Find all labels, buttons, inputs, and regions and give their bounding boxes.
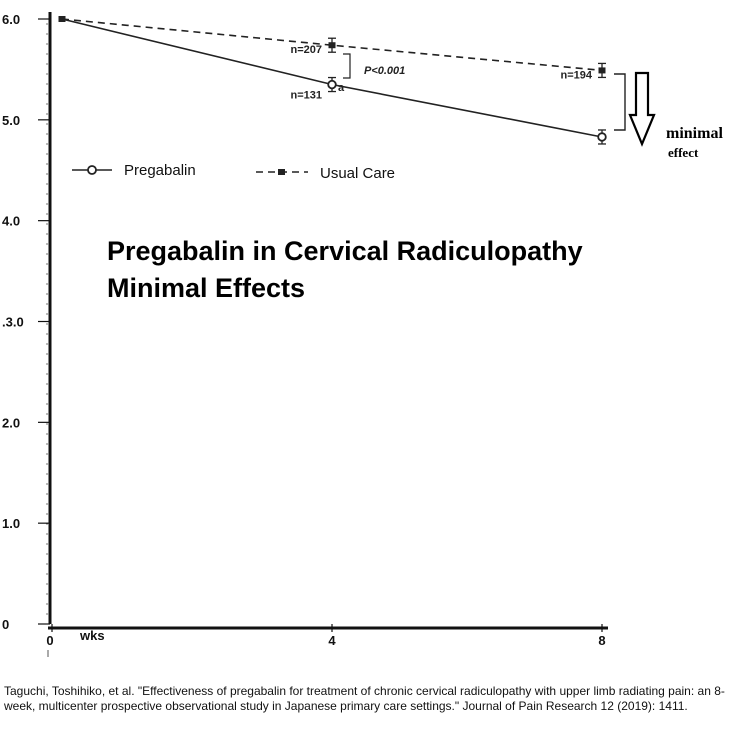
x-axis-tick-labels: 0 4 8 <box>46 633 605 648</box>
legend-usual-care-label: Usual Care <box>320 165 395 182</box>
sample-size-label: n=207 <box>291 44 323 56</box>
y-tick-label: 2.0 <box>2 415 20 430</box>
x-tick-label: 0 <box>46 633 53 648</box>
y-tick-label: 0 <box>2 617 9 632</box>
y-tick-label: 6.0 <box>2 12 20 27</box>
sample-size-label: n=194 <box>561 69 593 81</box>
sample-size-labels: n=131 n=207 n=194 <box>291 44 593 101</box>
data-point-pregabalin <box>327 79 337 90</box>
chart-series <box>58 16 607 145</box>
x-tick-label: 8 <box>598 633 605 648</box>
y-tick-label: 1.0 <box>2 516 20 531</box>
chart-axes <box>38 12 608 657</box>
sample-size-label: n=131 <box>291 90 323 102</box>
legend-usual-care-marker <box>256 169 308 175</box>
overlay-title-line2: Minimal Effects <box>107 273 305 303</box>
down-arrow-icon <box>628 71 656 147</box>
y-tick-label: 5.0 <box>2 113 20 128</box>
overlay-title-line1: Pregabalin in Cervical Radiculopathy <box>107 236 583 266</box>
data-point-start <box>58 16 66 22</box>
y-axis-tick-labels: 0 1.0 2.0 .3.0 4.0 5.0 6.0 <box>2 12 24 632</box>
x-axis-unit-label: wks <box>79 628 105 643</box>
citation-text: Taguchi, Toshihiko, et al. "Effectivenes… <box>4 684 725 713</box>
y-tick-label: 4.0 <box>2 214 20 229</box>
data-point-usual-care <box>328 42 336 49</box>
y-tick-label: .3.0 <box>2 315 24 330</box>
p-value-bracket <box>343 53 351 79</box>
legend-pregabalin-marker <box>72 165 112 175</box>
legend: Pregabalin Usual Care <box>72 162 395 182</box>
p-value-label: P<0.001 <box>364 65 405 77</box>
minimal-effect-label-line1: minimal <box>666 125 723 142</box>
data-point-pregabalin <box>597 132 607 142</box>
effect-bracket <box>614 73 626 131</box>
data-point-usual-care <box>598 67 606 74</box>
x-tick-label: 4 <box>328 633 336 648</box>
legend-pregabalin-label: Pregabalin <box>124 162 196 179</box>
line-chart: 0 1.0 2.0 .3.0 4.0 5.0 6.0 0 4 8 n=131 n=207 n=194… <box>2 12 723 657</box>
minimal-effect-label-line2: effect <box>668 145 699 160</box>
series-line-usual-care <box>61 18 603 72</box>
significance-superscript: a <box>338 82 345 94</box>
